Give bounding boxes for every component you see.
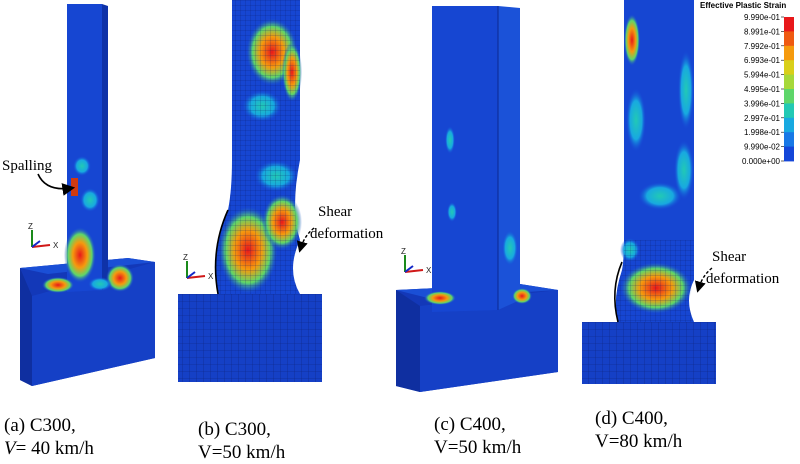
panel-a-base-front — [32, 262, 155, 386]
panel-a-strain-zone — [80, 188, 100, 212]
spalling-label: Spalling — [2, 158, 53, 174]
panel-a-spalling-region — [71, 178, 78, 196]
panel-c-strain-zone — [445, 126, 455, 154]
legend-value: 6.993e-01 — [744, 56, 781, 65]
caption-b: (b) C300, V=50 km/h — [198, 418, 285, 464]
panel-d-strain-zone — [624, 14, 640, 66]
panel-c-strain-zone — [447, 202, 457, 222]
axis-z-label: Z — [183, 253, 188, 262]
legend-swatch — [784, 132, 794, 147]
panel-d-strain-zone — [626, 88, 646, 152]
panel-a: Spalling Z X — [2, 4, 155, 386]
panel-a-axis-triad: Z X — [28, 222, 59, 250]
panel-d-deformed-edge — [614, 261, 623, 323]
panel-c-base-left — [396, 290, 420, 392]
shear-d-label-line1: Shear — [712, 249, 746, 265]
shear-b-label-line2: deformation — [310, 226, 384, 242]
legend-swatch — [784, 103, 794, 119]
panel-c-column — [432, 6, 498, 312]
legend-value: 8.991e-01 — [744, 27, 781, 36]
panel-d-strain-zone — [678, 50, 694, 130]
legend-swatch — [784, 89, 794, 104]
shear-b-label-line1: Shear — [318, 204, 352, 220]
caption-a-line1: (a) C300, — [4, 415, 76, 436]
panel-b-deformed-edge — [214, 209, 229, 295]
panel-a-column — [67, 4, 102, 292]
legend-swatch — [784, 17, 794, 32]
panel-c-base-front — [420, 290, 558, 392]
legend-swatch — [784, 146, 794, 162]
legend-swatch — [784, 31, 794, 47]
axis-x-label: X — [426, 266, 432, 275]
caption-a-speed: = 40 km/h — [15, 438, 94, 459]
panel-d-strain-zone — [674, 140, 694, 200]
strain-legend: Effective Plastic Strain 9.990e-01 8.991e… — [700, 1, 794, 166]
panel-a-base-left — [20, 268, 32, 386]
legend-value: 0.000e+00 — [742, 157, 781, 166]
legend-value: 7.992e-01 — [744, 42, 781, 51]
legend-swatch — [784, 74, 794, 90]
panel-d-column-mesh — [615, 240, 694, 322]
panel-d: Shear deformation — [582, 0, 780, 384]
axis-x-label: X — [53, 241, 59, 250]
panel-a-strain-zone — [73, 156, 91, 176]
panel-a-column-side — [102, 4, 108, 290]
panel-b-column-mesh — [215, 0, 300, 294]
axis-z-label: Z — [401, 247, 406, 256]
caption-a-v: V — [4, 438, 16, 459]
shear-d-arrow — [694, 267, 713, 293]
caption-b-line2: V=50 km/h — [198, 442, 286, 463]
legend-value: 9.990e-02 — [744, 143, 781, 152]
legend-swatch — [784, 60, 794, 75]
legend-title: Effective Plastic Strain — [700, 1, 786, 10]
panel-b-axis-triad: Z X — [183, 253, 214, 281]
caption-c: (c) C400, V=50 km/h — [434, 413, 521, 459]
panel-c-strain-zone — [512, 288, 532, 304]
panel-a-strain-zone — [42, 277, 74, 293]
panel-a-strain-zone — [64, 227, 96, 283]
caption-a-line2: V= 40 km/h — [4, 437, 94, 460]
axis-z-label: Z — [28, 222, 33, 231]
axis-x-label: X — [208, 272, 214, 281]
panel-b: Shear deformation Z X — [178, 0, 384, 382]
legend-swatch — [784, 117, 794, 133]
legend-swatch — [784, 45, 794, 61]
caption-c-line2: V=50 km/h — [434, 437, 522, 458]
shear-d-label-line2: deformation — [706, 271, 780, 287]
panel-c: Z X — [396, 6, 558, 392]
panel-a-strain-zone — [88, 277, 112, 291]
spalling-arrow — [37, 173, 76, 196]
legend-value: 2.997e-01 — [744, 114, 781, 123]
panel-b-base-mesh — [178, 294, 322, 382]
panel-a-strain-zone — [106, 264, 134, 292]
caption-a: (a) C300, V= 40 km/h — [4, 414, 94, 460]
legend-value: 5.994e-01 — [744, 71, 781, 80]
panel-d-strain-zone — [638, 182, 682, 210]
caption-c-line1: (c) C400, — [434, 414, 506, 435]
panel-d-base-mesh — [582, 322, 716, 384]
legend-value: 9.990e-01 — [744, 13, 781, 22]
caption-b-line1: (b) C300, — [198, 419, 271, 440]
legend-value-labels: 9.990e-01 8.991e-01 7.992e-01 6.993e-01 5.99… — [742, 13, 784, 166]
legend-color-bar — [784, 17, 794, 162]
panel-c-strain-zone — [502, 230, 518, 266]
panel-c-axis-triad: Z X — [401, 247, 432, 275]
caption-d: (d) C400, V=80 km/h — [595, 407, 682, 453]
legend-value: 3.996e-01 — [744, 99, 781, 108]
legend-value: 4.995e-01 — [744, 85, 781, 94]
shear-b-arrow — [296, 227, 315, 253]
caption-d-line2: V=80 km/h — [595, 431, 683, 452]
legend-value: 1.998e-01 — [744, 128, 781, 137]
caption-d-line1: (d) C400, — [595, 408, 668, 429]
panel-c-strain-zone — [424, 291, 456, 305]
